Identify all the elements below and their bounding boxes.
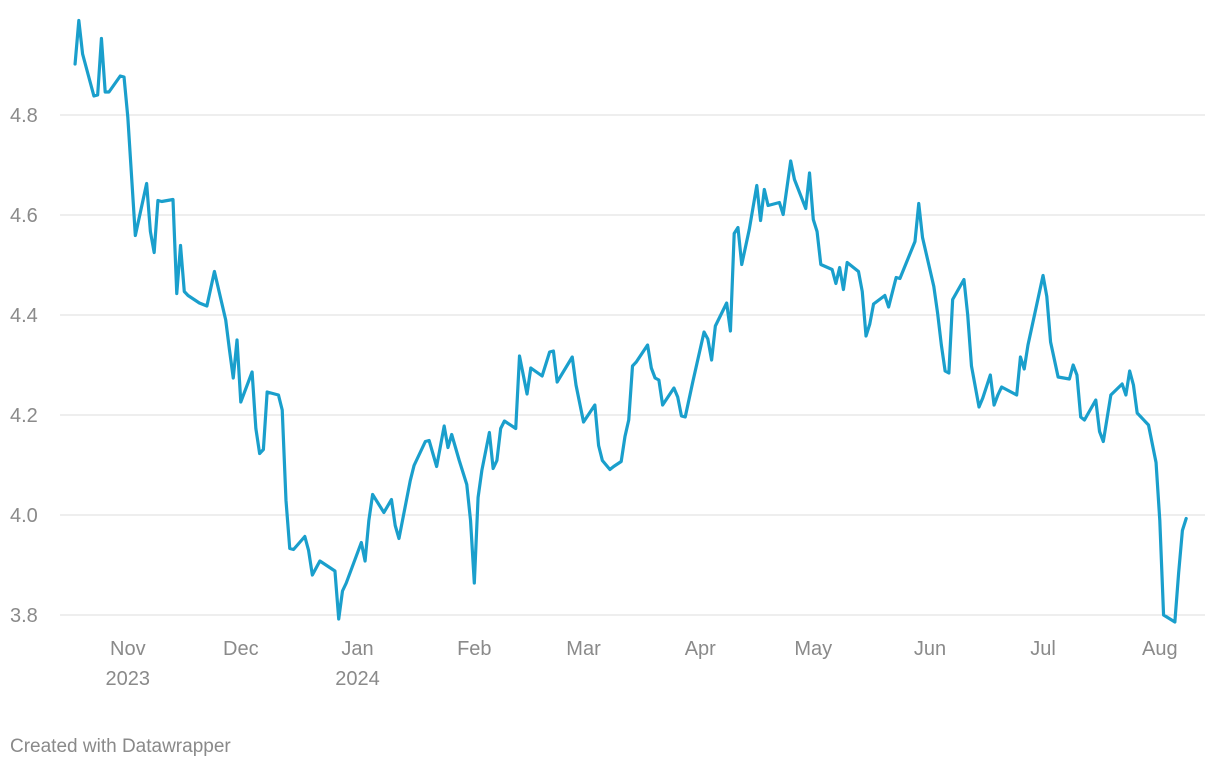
x-tick-label: May bbox=[794, 638, 832, 660]
y-tick-label: 4.6 bbox=[10, 205, 38, 227]
line bbox=[73, 18, 1188, 624]
x-tick-label: Jul bbox=[1030, 638, 1056, 660]
y-tick-label: 3.8 bbox=[10, 605, 38, 627]
x-tick-label: Nov 2023 bbox=[106, 638, 151, 690]
y-tick-label: 4.0 bbox=[10, 505, 38, 527]
x-tick-label: Jan 2024 bbox=[335, 638, 380, 690]
y-tick-label: 4.8 bbox=[10, 105, 38, 127]
x-tick-label: Feb bbox=[457, 638, 491, 660]
x-tick-label: Mar bbox=[566, 638, 601, 660]
footer: Created with Datawrapper bbox=[10, 736, 231, 757]
x-tick-label: Dec bbox=[223, 638, 259, 660]
x-tick-label: Aug bbox=[1142, 638, 1178, 660]
x-tick-label: Jun bbox=[914, 638, 946, 660]
y-tick-label: 4.4 bbox=[10, 305, 38, 327]
x-tick-label: Apr bbox=[685, 638, 716, 660]
y-tick-label: 4.2 bbox=[10, 405, 38, 427]
